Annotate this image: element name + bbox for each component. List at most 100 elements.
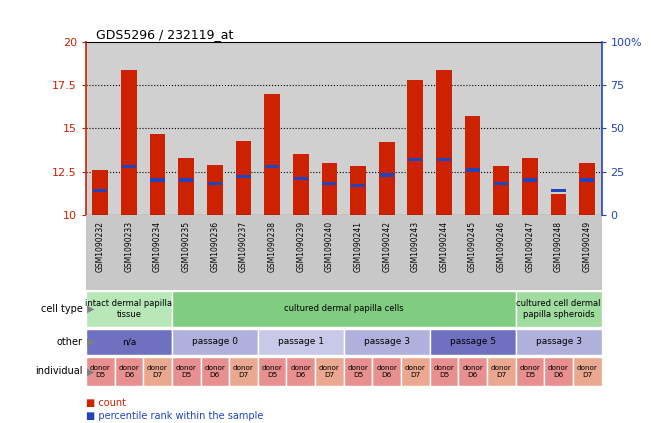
Text: GDS5296 / 232119_at: GDS5296 / 232119_at bbox=[97, 28, 233, 41]
Bar bbox=[465, 168, 480, 172]
Text: GSM1090245: GSM1090245 bbox=[468, 221, 477, 272]
Text: GSM1090236: GSM1090236 bbox=[210, 221, 219, 272]
Bar bbox=[516, 329, 602, 355]
Text: donor
D7: donor D7 bbox=[491, 365, 512, 378]
Bar bbox=[372, 357, 401, 386]
Bar bbox=[465, 116, 481, 215]
Bar bbox=[379, 142, 395, 215]
Text: donor
D6: donor D6 bbox=[290, 365, 311, 378]
Bar bbox=[430, 329, 516, 355]
Text: GSM1090249: GSM1090249 bbox=[583, 221, 592, 272]
Bar bbox=[86, 291, 172, 327]
Bar bbox=[315, 357, 344, 386]
Text: GSM1090247: GSM1090247 bbox=[525, 221, 534, 272]
Bar bbox=[143, 357, 172, 386]
Bar bbox=[522, 158, 538, 215]
Text: ▶: ▶ bbox=[87, 366, 95, 376]
Bar bbox=[487, 357, 516, 386]
Text: donor
D5: donor D5 bbox=[520, 365, 540, 378]
Text: ▶: ▶ bbox=[87, 304, 95, 314]
Text: other: other bbox=[57, 337, 83, 347]
Text: GSM1090232: GSM1090232 bbox=[96, 221, 104, 272]
Bar bbox=[149, 134, 165, 215]
Bar bbox=[121, 70, 137, 215]
Text: passage 3: passage 3 bbox=[364, 337, 410, 346]
Bar bbox=[235, 140, 251, 215]
Bar bbox=[293, 177, 308, 180]
Bar bbox=[551, 189, 566, 192]
Text: GSM1090240: GSM1090240 bbox=[325, 221, 334, 272]
Bar bbox=[350, 166, 366, 215]
Bar bbox=[122, 165, 136, 168]
Text: passage 1: passage 1 bbox=[278, 337, 324, 346]
Text: GSM1090244: GSM1090244 bbox=[440, 221, 448, 272]
Bar bbox=[323, 182, 336, 185]
Text: GSM1090238: GSM1090238 bbox=[268, 221, 276, 272]
Text: donor
D7: donor D7 bbox=[233, 365, 254, 378]
Bar bbox=[408, 158, 422, 161]
Bar bbox=[172, 357, 200, 386]
Bar bbox=[436, 70, 452, 215]
Bar bbox=[494, 182, 508, 185]
Bar bbox=[258, 357, 286, 386]
Bar bbox=[580, 179, 594, 182]
Bar bbox=[516, 291, 602, 327]
Text: ■ count: ■ count bbox=[86, 398, 126, 408]
Text: donor
D7: donor D7 bbox=[405, 365, 426, 378]
Bar bbox=[407, 80, 423, 215]
Text: donor
D6: donor D6 bbox=[204, 365, 225, 378]
Text: ▶: ▶ bbox=[87, 337, 95, 347]
Bar bbox=[523, 179, 537, 182]
Bar bbox=[573, 357, 602, 386]
Bar bbox=[458, 357, 487, 386]
Bar bbox=[178, 158, 194, 215]
Bar bbox=[516, 357, 544, 386]
Bar bbox=[401, 357, 430, 386]
Text: intact dermal papilla
tissue: intact dermal papilla tissue bbox=[85, 299, 173, 319]
Bar bbox=[151, 179, 165, 182]
Text: GSM1090233: GSM1090233 bbox=[124, 221, 134, 272]
Text: donor
D6: donor D6 bbox=[376, 365, 397, 378]
Text: donor
D5: donor D5 bbox=[176, 365, 196, 378]
Text: donor
D6: donor D6 bbox=[548, 365, 569, 378]
Bar bbox=[579, 163, 595, 215]
Bar bbox=[208, 182, 222, 185]
Bar bbox=[207, 165, 223, 215]
Text: GSM1090246: GSM1090246 bbox=[497, 221, 506, 272]
Text: GSM1090243: GSM1090243 bbox=[411, 221, 420, 272]
Text: donor
D5: donor D5 bbox=[348, 365, 368, 378]
Bar bbox=[351, 184, 365, 187]
Text: donor
D6: donor D6 bbox=[462, 365, 483, 378]
Bar bbox=[344, 329, 430, 355]
Bar bbox=[286, 357, 315, 386]
Text: individual: individual bbox=[35, 366, 83, 376]
Bar bbox=[86, 357, 114, 386]
Text: GSM1090242: GSM1090242 bbox=[382, 221, 391, 272]
Bar bbox=[265, 165, 279, 168]
Bar bbox=[379, 173, 394, 177]
Text: GSM1090248: GSM1090248 bbox=[554, 221, 563, 272]
Text: donor
D7: donor D7 bbox=[147, 365, 168, 378]
Text: donor
D6: donor D6 bbox=[118, 365, 139, 378]
Bar bbox=[179, 179, 193, 182]
Bar bbox=[258, 329, 344, 355]
Bar bbox=[172, 329, 258, 355]
Text: donor
D5: donor D5 bbox=[262, 365, 282, 378]
Text: cultured cell dermal
papilla spheroids: cultured cell dermal papilla spheroids bbox=[516, 299, 601, 319]
Bar bbox=[493, 166, 509, 215]
Text: GSM1090237: GSM1090237 bbox=[239, 221, 248, 272]
Bar bbox=[264, 94, 280, 215]
Bar bbox=[437, 158, 451, 161]
Text: donor
D5: donor D5 bbox=[90, 365, 110, 378]
Text: cultured dermal papilla cells: cultured dermal papilla cells bbox=[284, 305, 403, 313]
Text: donor
D7: donor D7 bbox=[577, 365, 598, 378]
Text: passage 0: passage 0 bbox=[192, 337, 238, 346]
Text: GSM1090235: GSM1090235 bbox=[182, 221, 190, 272]
Bar bbox=[200, 357, 229, 386]
Text: donor
D7: donor D7 bbox=[319, 365, 340, 378]
Bar bbox=[293, 154, 309, 215]
Text: cell type: cell type bbox=[41, 304, 83, 314]
Bar bbox=[321, 163, 337, 215]
Bar bbox=[93, 189, 107, 192]
Bar bbox=[544, 357, 573, 386]
